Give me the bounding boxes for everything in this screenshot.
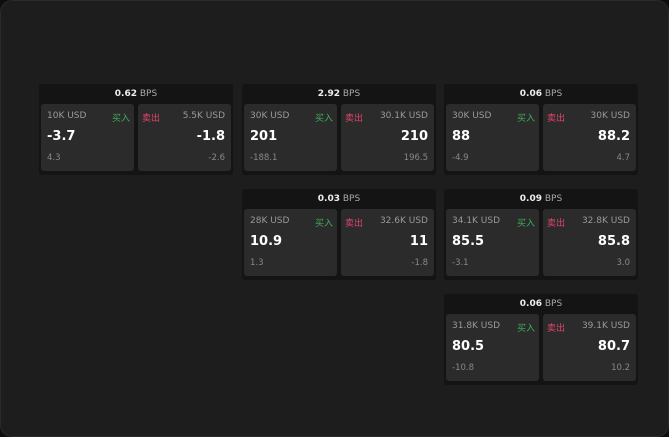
sell-label: 卖出 — [142, 114, 161, 124]
sell-cell[interactable]: 卖出 5.5K USD -1.8 -2.6 — [138, 104, 231, 171]
spread-unit: BPS — [342, 89, 361, 99]
buy-size: 30K USD — [452, 111, 492, 121]
spread-value: 0.06 — [519, 89, 542, 99]
buy-size: 28K USD — [250, 216, 290, 226]
buy-label: 买入 — [314, 114, 333, 124]
buy-cell[interactable]: 34.1K USD 买入 85.5 -3.1 — [446, 209, 539, 276]
quote-widget: 0.62 BPS 10K USD 买入 -3.7 4.3 卖出 5.5K USD… — [39, 84, 233, 175]
sell-label: 卖出 — [345, 114, 364, 124]
spread-unit: BPS — [342, 194, 361, 204]
spread-unit: BPS — [139, 89, 158, 99]
quote-widget: 2.92 BPS 30K USD 买入 201 -188.1 卖出 30.1K … — [242, 84, 436, 175]
spread-unit: BPS — [544, 299, 563, 309]
spread-header: 0.06 BPS — [444, 84, 638, 104]
sell-change: -2.6 — [208, 153, 225, 163]
spread-unit: BPS — [544, 89, 563, 99]
spread-unit: BPS — [544, 194, 563, 204]
sell-price: 85.8 — [597, 234, 630, 249]
sell-size: 5.5K USD — [182, 111, 225, 121]
buy-size: 31.8K USD — [452, 321, 501, 331]
sell-cell[interactable]: 卖出 32.8K USD 85.8 3.0 — [543, 209, 636, 276]
buy-cell[interactable]: 10K USD 买入 -3.7 4.3 — [41, 104, 134, 171]
spread-header: 0.06 BPS — [444, 294, 638, 314]
buy-size: 34.1K USD — [452, 216, 501, 226]
spread-value: 2.92 — [317, 89, 340, 99]
sell-price: 11 — [409, 234, 428, 249]
quote-widget: 0.06 BPS 30K USD 买入 88 -4.9 卖出 30K USD 8… — [444, 84, 638, 175]
buy-label: 买入 — [516, 324, 535, 334]
buy-price: 10.9 — [250, 234, 283, 249]
sell-size: 39.1K USD — [581, 321, 630, 331]
sell-change: -1.8 — [411, 258, 428, 268]
buy-change: -10.8 — [452, 363, 474, 373]
buy-label: 买入 — [516, 114, 535, 124]
sell-cell[interactable]: 卖出 32.6K USD 11 -1.8 — [341, 209, 434, 276]
sell-change: 3.0 — [616, 258, 630, 268]
sell-price: 80.7 — [597, 339, 630, 354]
buy-size: 30K USD — [250, 111, 290, 121]
buy-cell[interactable]: 30K USD 买入 201 -188.1 — [244, 104, 337, 171]
sell-label: 卖出 — [345, 219, 364, 229]
sell-label: 卖出 — [547, 219, 566, 229]
buy-label: 买入 — [111, 114, 130, 124]
sell-size: 30.1K USD — [379, 111, 428, 121]
quote-widget: 0.09 BPS 34.1K USD 买入 85.5 -3.1 卖出 32.8K… — [444, 189, 638, 280]
sell-cell[interactable]: 卖出 30K USD 88.2 4.7 — [543, 104, 636, 171]
buy-change: 4.3 — [47, 153, 61, 163]
buy-change: -3.1 — [452, 258, 469, 268]
buy-price: 80.5 — [452, 339, 485, 354]
sell-size: 32.8K USD — [581, 216, 630, 226]
sell-change: 10.2 — [611, 363, 630, 373]
buy-cell[interactable]: 30K USD 买入 88 -4.9 — [446, 104, 539, 171]
spread-header: 0.03 BPS — [242, 189, 436, 209]
spread-header: 0.62 BPS — [39, 84, 233, 104]
spread-value: 0.06 — [519, 299, 542, 309]
sell-label: 卖出 — [547, 114, 566, 124]
buy-cell[interactable]: 28K USD 买入 10.9 1.3 — [244, 209, 337, 276]
sell-change: 4.7 — [616, 153, 630, 163]
buy-price: 85.5 — [452, 234, 485, 249]
buy-size: 10K USD — [47, 111, 87, 121]
spread-value: 0.09 — [519, 194, 542, 204]
sell-change: 196.5 — [403, 153, 428, 163]
buy-price: 201 — [250, 129, 278, 144]
buy-change: 1.3 — [250, 258, 264, 268]
spread-value: 0.62 — [114, 89, 137, 99]
buy-label: 买入 — [516, 219, 535, 229]
sell-price: -1.8 — [196, 129, 225, 144]
quote-widget: 0.06 BPS 31.8K USD 买入 80.5 -10.8 卖出 39.1… — [444, 294, 638, 385]
buy-label: 买入 — [314, 219, 333, 229]
buy-price: 88 — [452, 129, 471, 144]
sell-price: 88.2 — [597, 129, 630, 144]
sell-price: 210 — [400, 129, 428, 144]
spread-header: 2.92 BPS — [242, 84, 436, 104]
quote-widget: 0.03 BPS 28K USD 买入 10.9 1.3 卖出 32.6K US… — [242, 189, 436, 280]
sell-size: 30K USD — [590, 111, 630, 121]
sell-size: 32.6K USD — [379, 216, 428, 226]
buy-change: -4.9 — [452, 153, 469, 163]
sell-cell[interactable]: 卖出 39.1K USD 80.7 10.2 — [543, 314, 636, 381]
spread-value: 0.03 — [317, 194, 340, 204]
sell-cell[interactable]: 卖出 30.1K USD 210 196.5 — [341, 104, 434, 171]
spread-header: 0.09 BPS — [444, 189, 638, 209]
buy-cell[interactable]: 31.8K USD 买入 80.5 -10.8 — [446, 314, 539, 381]
buy-change: -188.1 — [250, 153, 278, 163]
sell-label: 卖出 — [547, 324, 566, 334]
buy-price: -3.7 — [47, 129, 76, 144]
